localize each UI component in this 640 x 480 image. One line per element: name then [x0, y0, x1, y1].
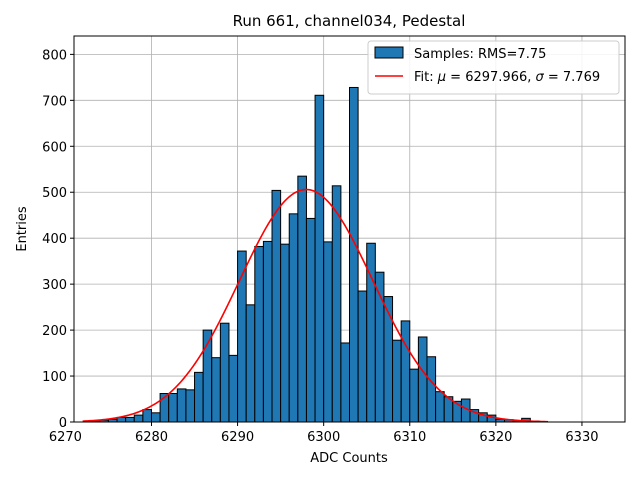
x-tick-label: 6310 [393, 430, 426, 445]
legend-swatch-samples [374, 46, 404, 59]
histogram-bar [271, 189, 282, 423]
histogram-bar [331, 185, 342, 423]
y-axis-label: Entries [15, 206, 30, 252]
histogram-bar [357, 290, 368, 423]
histogram-bar [297, 175, 307, 423]
histogram-bar [426, 356, 437, 423]
y-tick-label: 800 [42, 48, 67, 63]
histogram-bar [417, 336, 428, 423]
histogram-bar [185, 389, 196, 423]
x-tick-label: 6330 [565, 430, 598, 445]
y-tick-label: 0 [59, 416, 67, 431]
histogram-bar [400, 320, 411, 423]
histogram-bar [288, 213, 299, 423]
histogram-bar [262, 240, 273, 423]
y-axis-ticks: 0 100 200 300 400 500 600 700 800 [42, 48, 74, 431]
histogram-bar [194, 371, 204, 423]
x-tick-label: 6280 [135, 430, 168, 445]
y-tick-label: 300 [42, 278, 67, 293]
histogram-bar [314, 94, 325, 423]
histogram-bar [176, 388, 187, 423]
histogram-bar [168, 393, 178, 423]
y-tick-label: 100 [42, 370, 67, 385]
histogram-bar [133, 414, 144, 423]
fit-label-sigma-symbol: σ [536, 70, 545, 85]
fit-label-prefix: Fit: [414, 70, 438, 85]
y-tick-label: 200 [42, 324, 67, 339]
legend-label-samples: Samples: RMS=7.75 [414, 47, 546, 62]
histogram-bar [349, 86, 359, 423]
histogram-bar [340, 342, 350, 423]
legend-box [367, 40, 620, 95]
histogram-bar [323, 241, 333, 423]
histogram-bar [383, 296, 394, 423]
histogram-bar [409, 368, 419, 423]
x-tick-label: 6290 [221, 430, 254, 445]
histogram-bar [305, 217, 316, 423]
legend: Samples: RMS=7.75 Fit: μ = 6297.966, σ =… [367, 40, 620, 95]
chart-title: Run 661, channel034, Pedestal [233, 12, 466, 30]
y-tick-label: 700 [42, 94, 67, 109]
x-axis-ticks: 6270 6280 6290 6300 6310 6320 6330 [49, 422, 599, 445]
x-tick-label: 6300 [307, 430, 340, 445]
histogram-bar [150, 412, 161, 423]
y-tick-label: 500 [42, 186, 67, 201]
y-tick-label: 400 [42, 232, 67, 247]
plot-frame [73, 35, 626, 423]
histogram-bar [435, 391, 445, 423]
histogram-bars [90, 86, 549, 423]
x-tick-label: 6270 [49, 430, 82, 445]
x-axis-label: ADC Counts [310, 451, 388, 466]
fit-curve [82, 188, 548, 423]
fit-label-mu-value: = 6297.966, [446, 70, 535, 85]
histogram-bar [392, 339, 402, 423]
histogram-bar [142, 409, 152, 423]
histogram-bar [280, 243, 290, 423]
histogram-bar [219, 322, 230, 423]
histogram-bar [254, 245, 264, 423]
x-tick-label: 6320 [479, 430, 512, 445]
histogram-bar [211, 357, 221, 423]
histogram-bar [245, 304, 256, 423]
y-tick-label: 600 [42, 140, 67, 155]
histogram-bar [228, 354, 239, 423]
fit-label-mu-symbol: μ [437, 70, 446, 85]
fit-label-sigma-value: = 7.769 [544, 70, 600, 85]
legend-label-fit: Fit: μ = 6297.966, σ = 7.769 [414, 70, 600, 85]
histogram-bar [125, 416, 135, 423]
